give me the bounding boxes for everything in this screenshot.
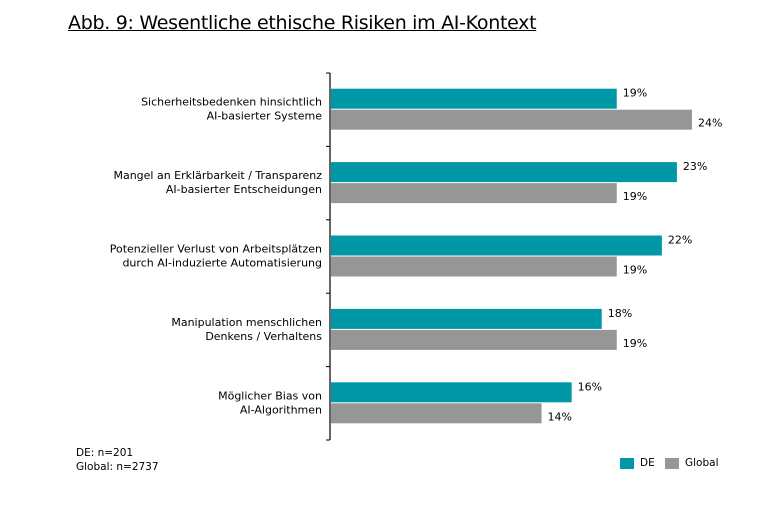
- data-label: 18%: [608, 307, 632, 320]
- data-label: 19%: [623, 190, 647, 203]
- bar-global: [331, 183, 617, 204]
- category-label: Manipulation menschlichen: [171, 316, 322, 329]
- bar-de: [331, 382, 572, 403]
- category-label: Sicherheitsbedenken hinsichtlich: [141, 96, 322, 109]
- legend-label-de: DE: [640, 457, 655, 469]
- bar-de: [331, 88, 617, 109]
- data-label: 19%: [623, 337, 647, 350]
- data-label: 19%: [623, 264, 647, 277]
- legend-swatch-de: [620, 457, 634, 469]
- sample-size-de: DE: n=201: [76, 447, 134, 459]
- category-label: Potenzieller Verlust von Arbeitsplätzen: [110, 243, 322, 256]
- category-label: AI-Algorithmen: [240, 403, 322, 416]
- data-label: 23%: [683, 160, 707, 173]
- data-label: 16%: [578, 380, 602, 393]
- category-label: Mangel an Erklärbarkeit / Transparenz: [113, 169, 322, 182]
- category-label: AI-basierter Systeme: [207, 110, 323, 123]
- category-label: Möglicher Bias von: [218, 389, 322, 402]
- bar-global: [331, 403, 542, 424]
- sample-size-global: Global: n=2737: [76, 461, 159, 473]
- legend-label-global: Global: [685, 457, 719, 469]
- bar-de: [331, 235, 662, 256]
- data-label: 14%: [548, 410, 572, 423]
- bar-global: [331, 109, 692, 130]
- category-label: AI-basierter Entscheidungen: [166, 183, 322, 196]
- bar-global: [331, 256, 617, 277]
- legend-item-de: DE: [620, 457, 655, 469]
- bar-de: [331, 162, 677, 183]
- bar-de: [331, 308, 602, 329]
- chart-title: Abb. 9: Wesentliche ethische Risiken im …: [68, 12, 537, 34]
- data-label: 22%: [668, 234, 692, 247]
- legend-swatch-global: [665, 457, 679, 469]
- category-label: durch AI-induzierte Automatisierung: [122, 257, 322, 270]
- data-label: 24%: [698, 117, 722, 130]
- data-label: 19%: [623, 87, 647, 100]
- category-label: Denkens / Verhaltens: [205, 330, 322, 343]
- bar-global: [331, 329, 617, 350]
- legend-item-global: Global: [665, 457, 719, 469]
